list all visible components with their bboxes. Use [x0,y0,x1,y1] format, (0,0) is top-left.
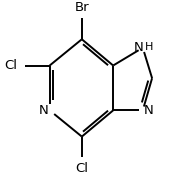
Text: N: N [39,104,49,117]
Text: Br: Br [75,1,89,14]
Text: N: N [144,104,154,117]
Text: Cl: Cl [75,162,88,175]
Text: N: N [134,41,143,54]
Text: H: H [144,42,153,52]
Text: Cl: Cl [5,59,17,72]
